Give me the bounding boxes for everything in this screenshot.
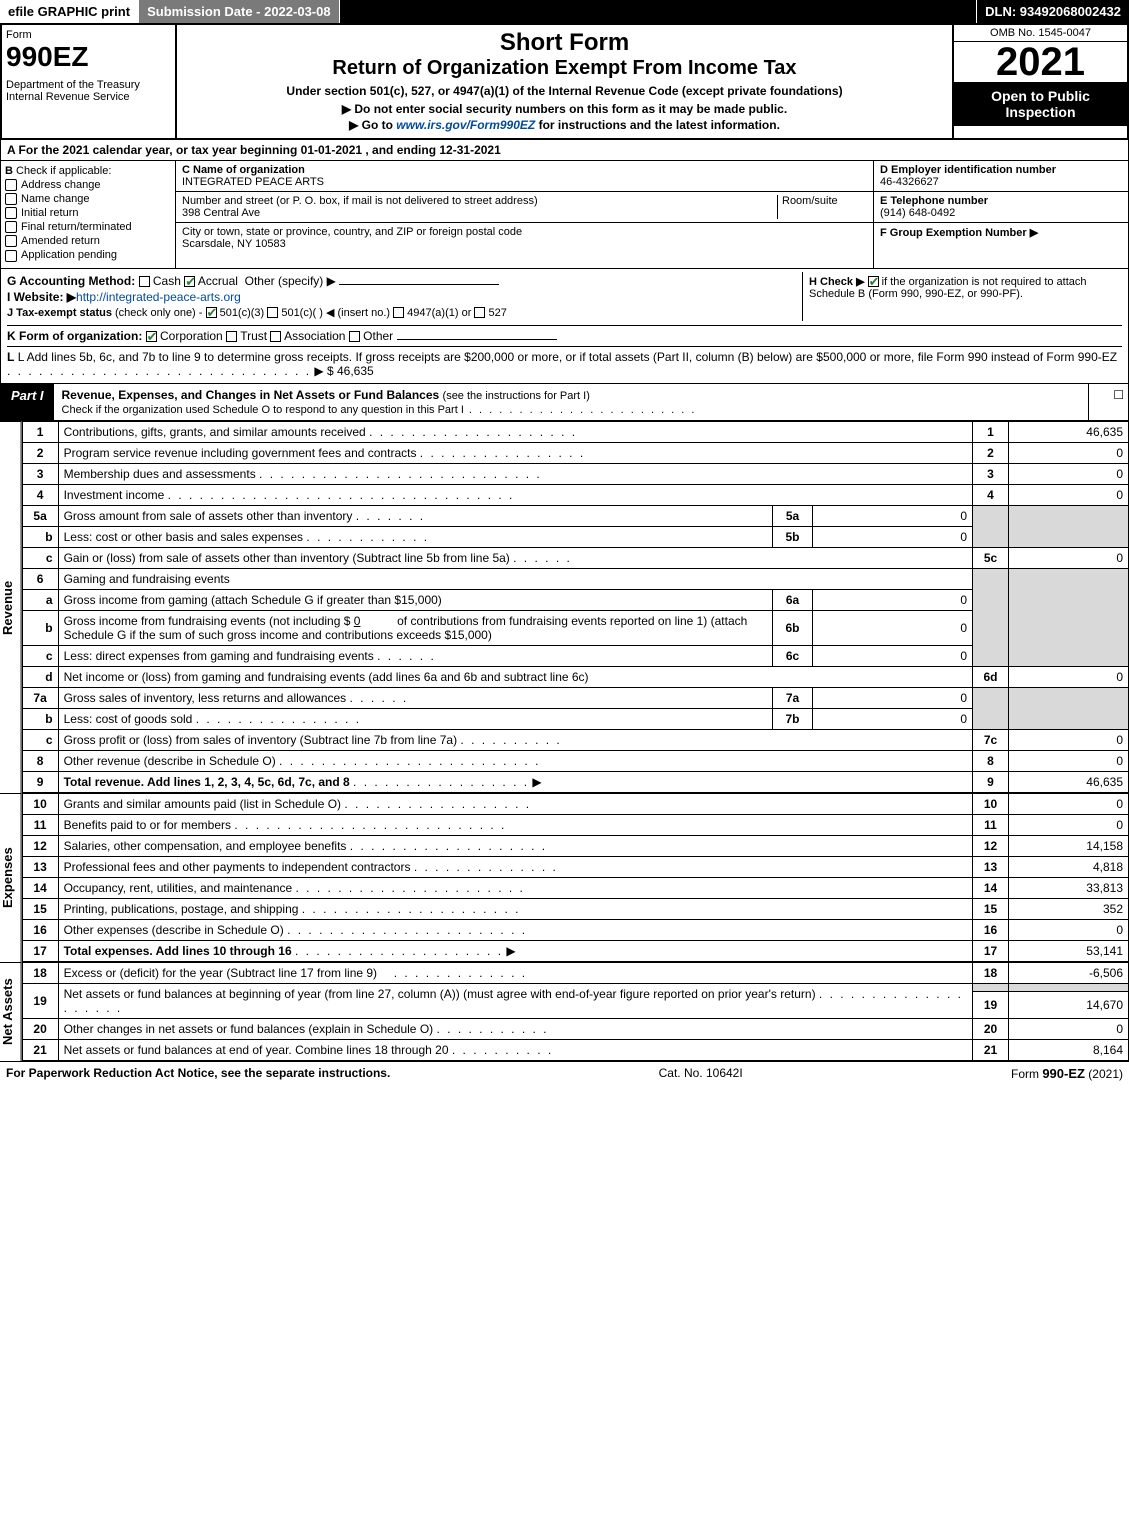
under-section: Under section 501(c), 527, or 4947(a)(1)… — [181, 84, 948, 98]
chk-name-change[interactable]: Name change — [5, 193, 171, 205]
line-17: 17Total expenses. Add lines 10 through 1… — [22, 940, 1128, 961]
page-footer: For Paperwork Reduction Act Notice, see … — [0, 1061, 1129, 1085]
chk-association[interactable] — [270, 331, 281, 342]
org-address: 398 Central Ave — [182, 207, 260, 219]
row-j: J Tax-exempt status (check only one) - 5… — [7, 306, 802, 319]
chk-initial-return[interactable]: Initial return — [5, 207, 171, 219]
gross-receipts: 46,635 — [337, 364, 374, 378]
website-link[interactable]: http://integrated-peace-arts.org — [76, 290, 241, 304]
line-13: 13Professional fees and other payments t… — [22, 856, 1128, 877]
line-14: 14Occupancy, rent, utilities, and mainte… — [22, 877, 1128, 898]
group-exemption: F Group Exemption Number ▶ — [880, 227, 1038, 239]
line-5b: bLess: cost or other basis and sales exp… — [22, 526, 1128, 547]
chk-application-pending[interactable]: Application pending — [5, 249, 171, 261]
part1-check[interactable]: ☐ — [1088, 384, 1128, 420]
line-3: 3Membership dues and assessments . . . .… — [22, 463, 1128, 484]
line-8: 8Other revenue (describe in Schedule O) … — [22, 750, 1128, 771]
tax-year: 2021 — [954, 42, 1127, 82]
chk-other-org[interactable] — [349, 331, 360, 342]
department: Department of the Treasury Internal Reve… — [6, 79, 171, 103]
line-9: 9Total revenue. Add lines 1, 2, 3, 4, 5c… — [22, 771, 1128, 792]
expenses-table: 10Grants and similar amounts paid (list … — [22, 793, 1129, 962]
short-form-title: Short Form — [181, 29, 948, 57]
line-21: 21Net assets or fund balances at end of … — [22, 1039, 1128, 1060]
row-i: I Website: ▶http://integrated-peace-arts… — [7, 290, 802, 304]
net-assets-table: 18Excess or (deficit) for the year (Subt… — [22, 962, 1129, 1061]
revenue-table: 1Contributions, gifts, grants, and simil… — [22, 421, 1129, 793]
block-ghijkl: G Accounting Method: Cash Accrual Other … — [0, 269, 1129, 384]
note-url: ▶ Go to www.irs.gov/Form990EZ for instru… — [181, 118, 948, 132]
chk-final-return[interactable]: Final return/terminated — [5, 221, 171, 233]
line-20: 20Other changes in net assets or fund ba… — [22, 1018, 1128, 1039]
line-10: 10Grants and similar amounts paid (list … — [22, 793, 1128, 814]
chk-501c[interactable] — [267, 307, 278, 318]
chk-cash[interactable] — [139, 276, 150, 287]
row-h: H Check ▶ if the organization is not req… — [802, 272, 1122, 321]
chk-501c3[interactable] — [206, 307, 217, 318]
row-a: A For the 2021 calendar year, or tax yea… — [0, 140, 1129, 161]
dln: DLN: 93492068002432 — [977, 0, 1129, 23]
chk-schedule-b[interactable] — [868, 276, 879, 287]
line-6: 6Gaming and fundraising events — [22, 568, 1128, 589]
col-def: D Employer identification number46-43266… — [873, 161, 1128, 268]
revenue-label: Revenue — [0, 421, 22, 793]
chk-accrual[interactable] — [184, 276, 195, 287]
org-city: Scarsdale, NY 10583 — [182, 238, 286, 250]
line-7b: bLess: cost of goods sold . . . . . . . … — [22, 708, 1128, 729]
chk-amended-return[interactable]: Amended return — [5, 235, 171, 247]
net-assets-label: Net Assets — [0, 962, 22, 1061]
part1-bar: Part I Revenue, Expenses, and Changes in… — [0, 384, 1129, 421]
line-4: 4Investment income . . . . . . . . . . .… — [22, 484, 1128, 505]
row-g: G Accounting Method: Cash Accrual Other … — [7, 274, 802, 288]
line-2: 2Program service revenue including gover… — [22, 442, 1128, 463]
org-name: INTEGRATED PEACE ARTS — [182, 176, 324, 188]
note-ssn: ▶ Do not enter social security numbers o… — [181, 102, 948, 116]
row-k: K Form of organization: Corporation Trus… — [7, 325, 1122, 343]
chk-trust[interactable] — [226, 331, 237, 342]
return-title: Return of Organization Exempt From Incom… — [181, 57, 948, 80]
chk-address-change[interactable]: Address change — [5, 179, 171, 191]
chk-4947[interactable] — [393, 307, 404, 318]
block-bcdef: B Check if applicable: Address change Na… — [0, 161, 1129, 269]
cat-no: Cat. No. 10642I — [659, 1066, 743, 1081]
top-bar: efile GRAPHIC print Submission Date - 20… — [0, 0, 1129, 23]
chk-527[interactable] — [474, 307, 485, 318]
line-6a: aGross income from gaming (attach Schedu… — [22, 589, 1128, 610]
line-12: 12Salaries, other compensation, and empl… — [22, 835, 1128, 856]
expenses-label: Expenses — [0, 793, 22, 962]
telephone: (914) 648-0492 — [880, 207, 955, 219]
form-label: Form — [6, 29, 171, 41]
col-c: C Name of organizationINTEGRATED PEACE A… — [176, 161, 873, 268]
col-b: B Check if applicable: Address change Na… — [1, 161, 176, 268]
form-number: 990EZ — [6, 41, 171, 73]
submission-date: Submission Date - 2022-03-08 — [139, 0, 340, 23]
ein: 46-4326627 — [880, 176, 939, 188]
line-5c: cGain or (loss) from sale of assets othe… — [22, 547, 1128, 568]
line-16: 16Other expenses (describe in Schedule O… — [22, 919, 1128, 940]
irs-link[interactable]: www.irs.gov/Form990EZ — [396, 118, 535, 132]
line-15: 15Printing, publications, postage, and s… — [22, 898, 1128, 919]
line-19: 19Net assets or fund balances at beginni… — [22, 983, 1128, 992]
chk-corporation[interactable] — [146, 331, 157, 342]
line-7c: cGross profit or (loss) from sales of in… — [22, 729, 1128, 750]
line-1: 1Contributions, gifts, grants, and simil… — [22, 421, 1128, 442]
line-5a: 5aGross amount from sale of assets other… — [22, 505, 1128, 526]
line-6c: cLess: direct expenses from gaming and f… — [22, 645, 1128, 666]
form-header: Form 990EZ Department of the Treasury In… — [0, 23, 1129, 140]
line-6d: dNet income or (loss) from gaming and fu… — [22, 666, 1128, 687]
line-18: 18Excess or (deficit) for the year (Subt… — [22, 962, 1128, 983]
room-suite: Room/suite — [777, 195, 867, 219]
line-11: 11Benefits paid to or for members . . . … — [22, 814, 1128, 835]
efile-label[interactable]: efile GRAPHIC print — [0, 0, 139, 23]
row-l: L L Add lines 5b, 6c, and 7b to line 9 t… — [7, 346, 1122, 378]
line-7a: 7aGross sales of inventory, less returns… — [22, 687, 1128, 708]
line-6b: bGross income from fundraising events (n… — [22, 610, 1128, 645]
open-inspection: Open to Public Inspection — [954, 82, 1127, 126]
